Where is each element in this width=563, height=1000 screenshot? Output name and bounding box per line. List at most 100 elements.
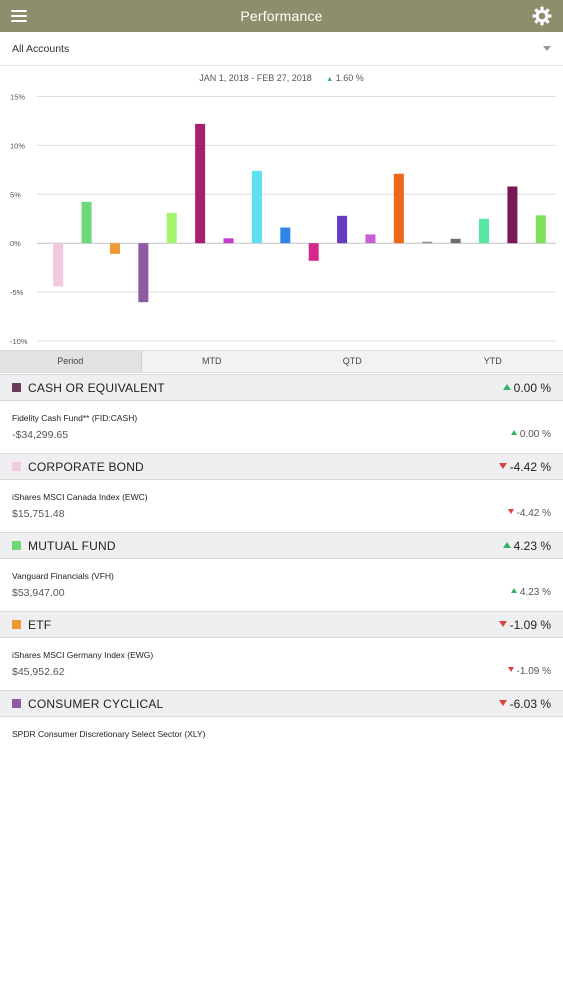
y-tick-label: 15%	[10, 93, 25, 102]
category-color-swatch	[12, 541, 21, 550]
category-change-value: -4.42 %	[509, 460, 551, 474]
arrow-up-icon	[510, 430, 517, 435]
holding-row[interactable]: iShares MSCI Canada Index (EWC) $15,751.4…	[0, 480, 563, 532]
gear-icon[interactable]	[532, 6, 552, 26]
arrow-down-icon	[507, 667, 514, 672]
chart-bar[interactable]	[535, 215, 546, 244]
arrow-up-icon: ▲	[326, 76, 334, 83]
arrow-down-icon	[498, 463, 507, 469]
performance-bar-chart: 15% 10% 5% 0% -5% -10%	[10, 93, 556, 346]
category-row[interactable]: CORPORATE BOND -4.42 %	[0, 453, 563, 480]
category-name: CORPORATE BOND	[28, 460, 144, 474]
holding-value: $19,190.96	[12, 745, 65, 746]
holding-change-value: 4.23 %	[519, 587, 551, 598]
category-change-value: -1.09 %	[509, 618, 551, 632]
tab-ytd[interactable]: YTD	[483, 356, 502, 366]
arrow-down-icon	[507, 509, 514, 514]
chart-bar[interactable]	[337, 215, 348, 244]
chart-bar[interactable]	[166, 212, 177, 244]
chart-bar[interactable]	[251, 170, 262, 244]
account-selector-value: All Accounts	[12, 43, 70, 55]
holding-name: Vanguard Financials (VFH)	[12, 571, 114, 581]
y-tick-label: 5%	[10, 190, 21, 199]
category-change: -4.42 %	[498, 460, 551, 474]
y-tick-label: -10%	[10, 337, 28, 346]
category-color-swatch	[12, 699, 21, 708]
category-color-swatch	[12, 620, 21, 629]
tab-mtd[interactable]: MTD	[202, 356, 222, 366]
chart-bar[interactable]	[450, 238, 461, 244]
category-row[interactable]: MUTUAL FUND 4.23 %	[0, 532, 563, 559]
holding-value: $45,952.62	[12, 666, 65, 678]
category-color-swatch	[12, 462, 21, 471]
category-color-swatch	[12, 383, 21, 392]
category-row[interactable]: CONSUMER CYCLICAL -6.03 %	[0, 690, 563, 717]
app-header: Performance	[0, 0, 563, 32]
chart-bar[interactable]	[109, 243, 120, 254]
account-selector[interactable]: All Accounts	[0, 32, 563, 66]
category-row[interactable]: CASH OR EQUIVALENT 0.00 %	[0, 374, 563, 401]
category-change: 4.23 %	[502, 539, 551, 553]
chart-bar[interactable]	[280, 227, 291, 244]
category-change-value: 4.23 %	[513, 539, 551, 553]
hamburger-menu-icon[interactable]	[11, 9, 27, 23]
holding-row[interactable]: Vanguard Financials (VFH) $53,947.00 4.23 …	[0, 559, 563, 611]
arrow-down-icon	[498, 621, 507, 627]
holding-name: Fidelity Cash Fund** (FID:CASH)	[12, 413, 138, 423]
holding-change: -1.09 %	[507, 666, 551, 677]
chart-bar[interactable]	[422, 241, 433, 244]
arrow-up-icon	[510, 588, 517, 593]
holding-change: 0.00 %	[510, 429, 551, 440]
holding-row[interactable]: Fidelity Cash Fund** (FID:CASH) -$34,299.…	[0, 401, 563, 453]
y-tick-label: 10%	[10, 141, 25, 150]
chart-bar[interactable]	[53, 243, 64, 287]
category-change: 0.00 %	[502, 381, 551, 395]
holding-value: $53,947.00	[12, 587, 65, 599]
holding-change: -4.42 %	[507, 508, 551, 519]
category-change-value: -6.03 %	[509, 697, 551, 711]
chart-bar[interactable]	[195, 123, 206, 244]
category-name: CASH OR EQUIVALENT	[28, 381, 165, 395]
performance-summary: JAN 1, 2018 - FEB 27, 2018 ▲ 1.60 %	[0, 73, 563, 87]
chart-bar[interactable]	[365, 234, 376, 244]
y-tick-label: 0%	[10, 239, 21, 248]
category-name: MUTUAL FUND	[28, 539, 116, 553]
category-change: -6.03 %	[498, 697, 551, 711]
category-name: ETF	[28, 618, 52, 632]
tab-qtd[interactable]: QTD	[342, 356, 362, 366]
arrow-down-icon	[498, 700, 507, 706]
holding-name: SPDR Consumer Discretionary Select Secto…	[12, 729, 206, 739]
tab-period[interactable]: Period	[0, 351, 142, 372]
holding-row[interactable]: SPDR Consumer Discretionary Select Secto…	[0, 717, 563, 746]
holding-name: iShares MSCI Canada Index (EWC)	[12, 492, 148, 502]
chart-bar[interactable]	[138, 243, 149, 303]
chart-bar[interactable]	[223, 238, 234, 244]
holding-change-value: 5.03 %	[520, 745, 551, 746]
chart-bar[interactable]	[308, 243, 319, 261]
chart-bar[interactable]	[393, 173, 404, 244]
category-name: CONSUMER CYCLICAL	[28, 697, 164, 711]
holding-value: $15,751.48	[12, 508, 65, 520]
chart-bar[interactable]	[479, 218, 490, 244]
arrow-up-icon	[502, 384, 511, 390]
holding-change: 5.03 %	[511, 745, 551, 746]
chart-bar[interactable]	[81, 201, 92, 244]
chart-bar[interactable]	[507, 186, 518, 244]
holding-value: -$34,299.65	[12, 429, 69, 441]
holding-change-value: -1.09 %	[516, 666, 551, 677]
holding-row[interactable]: iShares MSCI Germany Index (EWG) $45,952.…	[0, 638, 563, 690]
arrow-up-icon	[502, 542, 511, 548]
page-title: Performance	[240, 8, 323, 24]
holding-change: 4.23 %	[510, 587, 551, 598]
period-tabs: Period MTD QTD YTD	[0, 350, 563, 373]
category-row[interactable]: ETF -1.09 %	[0, 611, 563, 638]
holding-change-value: 0.00 %	[519, 429, 551, 440]
holding-change-value: -4.42 %	[516, 508, 551, 519]
chevron-down-icon	[543, 46, 551, 51]
summary-change: 1.60 %	[335, 73, 364, 83]
category-change-value: 0.00 %	[513, 381, 551, 395]
category-change: -1.09 %	[498, 618, 551, 632]
date-range-label: JAN 1, 2018 - FEB 27, 2018	[199, 73, 312, 83]
y-tick-label: -5%	[10, 288, 24, 297]
category-list: CASH OR EQUIVALENT 0.00 % Fidelity Cash Fu…	[0, 374, 563, 746]
